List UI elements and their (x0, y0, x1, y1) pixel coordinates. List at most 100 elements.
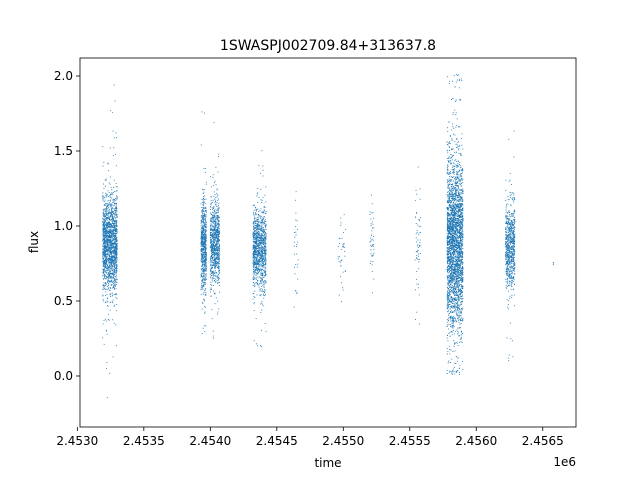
data-point (106, 251, 108, 252)
data-point (109, 252, 111, 253)
data-point (204, 112, 206, 114)
data-point (202, 231, 204, 233)
data-point (110, 250, 112, 252)
data-point (113, 257, 115, 259)
data-point (210, 284, 212, 285)
data-point (114, 263, 116, 265)
data-point (262, 231, 263, 233)
data-point (203, 283, 205, 285)
data-point (296, 220, 298, 222)
data-point (115, 206, 117, 208)
data-point (262, 251, 263, 253)
data-point (214, 280, 215, 282)
data-point (102, 233, 104, 235)
data-point (102, 258, 104, 260)
data-point (103, 217, 105, 219)
data-point (257, 249, 259, 251)
data-point (205, 222, 207, 224)
data-point (263, 261, 265, 263)
data-point (210, 218, 212, 220)
data-point (106, 259, 108, 261)
data-point (216, 192, 218, 194)
data-point (217, 217, 219, 219)
data-point (205, 241, 207, 243)
data-point (112, 299, 114, 301)
data-point (107, 238, 109, 240)
data-point (261, 236, 263, 238)
data-point (113, 221, 115, 222)
data-point (372, 245, 374, 247)
data-point (108, 267, 110, 268)
data-point (418, 253, 420, 255)
data-point (108, 232, 110, 234)
data-point (265, 293, 266, 295)
data-point (203, 260, 205, 262)
data-point (112, 265, 113, 267)
data-point (255, 245, 257, 247)
data-point (258, 214, 260, 216)
data-point (205, 216, 207, 218)
data-point (109, 274, 111, 276)
data-point (264, 236, 266, 238)
data-point (108, 248, 110, 250)
data-point (213, 285, 215, 286)
data-point (106, 242, 107, 244)
data-point (107, 239, 109, 241)
data-point (337, 258, 339, 260)
data-point (215, 248, 216, 249)
data-point (107, 301, 109, 303)
data-point (258, 250, 260, 252)
data-point (204, 276, 206, 278)
data-point (203, 270, 204, 272)
data-point (370, 244, 372, 246)
data-point (205, 207, 207, 209)
data-point (104, 254, 106, 256)
data-point (204, 222, 206, 224)
data-point (260, 248, 262, 249)
data-point (106, 207, 108, 209)
data-point (105, 219, 107, 221)
data-point (252, 236, 254, 238)
data-point (258, 220, 260, 222)
data-point (218, 270, 220, 272)
data-point (293, 253, 295, 255)
data-point (214, 252, 216, 254)
data-point (265, 225, 267, 227)
data-point (204, 288, 206, 289)
data-point (105, 247, 107, 249)
data-point (111, 284, 113, 286)
data-point (462, 239, 464, 241)
data-point (264, 244, 266, 246)
data-point (203, 213, 205, 215)
data-point (205, 265, 207, 267)
data-point (104, 244, 106, 246)
data-point (200, 288, 202, 290)
data-point (255, 209, 257, 211)
data-point (201, 279, 203, 281)
data-point (110, 252, 112, 254)
data-point (109, 239, 111, 241)
data-point (205, 259, 207, 260)
data-point (202, 269, 204, 271)
data-points (102, 74, 555, 399)
data-point (342, 246, 344, 248)
data-point (102, 223, 104, 225)
data-point (200, 239, 202, 241)
data-point (218, 278, 220, 279)
data-point (114, 240, 116, 242)
data-point (255, 260, 257, 261)
data-point (105, 226, 107, 228)
data-point (217, 226, 219, 228)
data-point (106, 256, 108, 258)
data-point (264, 234, 266, 236)
data-point (258, 259, 260, 261)
data-point (262, 197, 264, 199)
data-point (262, 280, 264, 282)
data-point (259, 228, 261, 230)
data-point (116, 243, 118, 245)
data-point (257, 262, 259, 264)
data-point (104, 220, 106, 222)
data-point (214, 220, 215, 222)
data-point (107, 244, 109, 246)
data-point (108, 275, 110, 277)
